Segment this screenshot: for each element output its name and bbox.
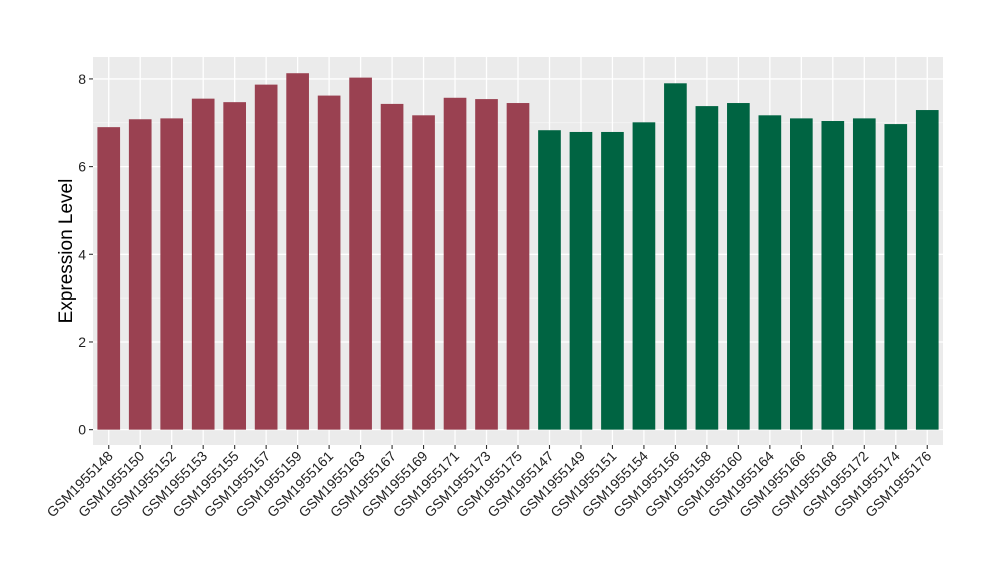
bar-GSM1955148	[97, 127, 121, 430]
bar-GSM1955163	[349, 77, 372, 430]
y-axis-title: Expression Level	[56, 179, 77, 324]
bar-GSM1955161	[317, 95, 341, 430]
bar-GSM1955171	[443, 97, 467, 430]
bar-GSM1955159	[286, 73, 309, 430]
bar-GSM1955155	[223, 102, 246, 430]
bar-GSM1955153	[191, 98, 215, 430]
bar-GSM1955169	[412, 115, 435, 430]
bar-GSM1955160	[727, 103, 750, 430]
axes: 02468GSM1955148GSM1955150GSM1955152GSM19…	[43, 71, 934, 520]
bar-GSM1955166	[790, 118, 813, 430]
bar-GSM1955157	[254, 84, 278, 430]
bar-GSM1955147	[538, 130, 561, 430]
bar-GSM1955158	[695, 106, 719, 430]
bar-GSM1955172	[852, 118, 876, 430]
bar-GSM1955176	[915, 110, 939, 430]
bar-GSM1955168	[821, 121, 845, 430]
bar-GSM1955152	[160, 118, 184, 430]
bar-GSM1955167	[380, 103, 404, 430]
bar-GSM1955175	[506, 103, 530, 430]
bar-GSM1955149	[569, 131, 593, 430]
bar-GSM1955151	[601, 131, 624, 430]
y-tick-label: 8	[78, 71, 86, 87]
y-tick-label: 0	[78, 422, 86, 438]
bar-GSM1955156	[664, 83, 687, 430]
bar-GSM1955174	[884, 124, 908, 430]
bar-GSM1955150	[128, 119, 152, 430]
bars	[97, 73, 939, 430]
y-tick-label: 6	[78, 159, 86, 175]
y-tick-label: 4	[78, 246, 86, 262]
bar-GSM1955164	[758, 115, 782, 430]
bar-GSM1955173	[475, 99, 498, 430]
bar-GSM1955154	[632, 122, 656, 430]
y-tick-label: 2	[78, 334, 86, 350]
